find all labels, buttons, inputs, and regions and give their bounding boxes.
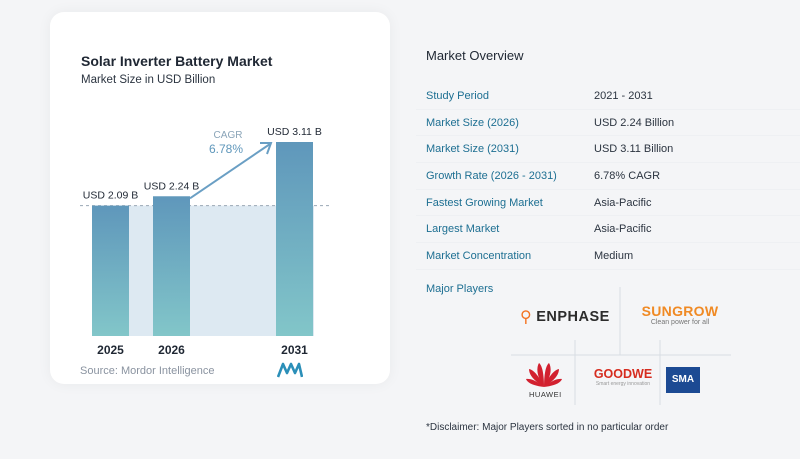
row-value: USD 3.11 Billion [594,143,674,156]
x-tick-2025: 2025 [97,343,124,357]
major-players-title: Major Players [426,283,494,295]
row-value: Asia-Pacific [594,196,652,209]
table-row: Market Size (2031) USD 3.11 Billion [416,136,800,164]
overview-title: Market Overview [426,48,524,63]
row-label: Market Size (2031) [426,143,519,156]
goodwe-logo: GOODWE Smart energy innovation [588,367,658,387]
table-row: Market Concentration Medium [416,243,800,270]
huawei-name: HUAWEI [529,390,562,399]
row-label: Largest Market [426,223,500,236]
sma-logo: SMA [666,367,700,393]
bar-chart: USD 2.09 B 2025 USD 2.24 B 2026 USD 3.11 B 20… [80,126,330,357]
sungrow-name: SUNGROW [641,303,719,319]
row-value: 2021 - 2031 [594,89,653,102]
table-row: Market Size (2026) USD 2.24 Billion [416,110,800,137]
chart-card: USD 2.09 B 2025 USD 2.24 B 2026 USD 3.11 B 20… [50,12,390,384]
market-overview: Market Overview Study Period 2021 - 2031 … [416,0,800,459]
chart-title: Solar Inverter Battery Market [81,53,273,69]
cagr-arrow-head [260,142,273,155]
players-grid [511,287,731,405]
row-label: Study Period [426,89,489,102]
cagr-label: CAGR [214,130,243,141]
cagr-value: 6.78% [209,142,243,156]
value-label-2026: USD 2.24 B [144,180,199,192]
disclaimer: *Disclaimer: Major Players sorted in no … [426,422,669,433]
row-value: 6.78% CAGR [594,169,661,182]
enphase-name: ENPHASE [536,309,610,325]
enphase-logo: ⚲ ENPHASE [520,307,610,327]
bar-2031 [276,142,313,336]
row-label: Growth Rate (2026 - 2031) [426,169,557,182]
table-row: Study Period 2021 - 2031 [416,83,800,110]
row-label: Fastest Growing Market [426,196,543,209]
row-label: Market Concentration [426,249,532,262]
sungrow-logo: SUNGROW Clean power for all [630,303,730,326]
goodwe-name: GOODWE [593,367,653,381]
row-value: Asia-Pacific [594,223,652,236]
cagr-arrow [189,143,271,200]
row-label: Market Size (2026) [426,116,519,129]
enphase-mark-icon: ⚲ [520,309,533,326]
bar-2025 [92,205,129,336]
source-note: Source: Mordor Intelligence [80,365,215,377]
row-value: Medium [594,249,634,262]
x-tick-2026: 2026 [158,343,185,357]
row-value: USD 2.24 Billion [594,116,675,129]
bar-2026 [153,196,190,336]
value-label-2031: USD 3.11 B [267,126,322,138]
chart-subtitle: Market Size in USD Billion [81,74,216,86]
table-row: Largest Market Asia-Pacific [416,216,800,244]
mordor-logo-icon [277,362,303,378]
table-row: Growth Rate (2026 - 2031) 6.78% CAGR [416,163,800,190]
table-row: Fastest Growing Market Asia-Pacific [416,190,800,217]
x-tick-2031: 2031 [281,343,308,357]
overview-table: Study Period 2021 - 2031 Market Size (202… [416,83,800,270]
huawei-flower-icon [526,363,562,387]
sungrow-tagline: Clean power for all [650,319,710,326]
goodwe-tagline: Smart energy innovation [595,381,651,387]
value-label-2025: USD 2.09 B [83,190,138,202]
